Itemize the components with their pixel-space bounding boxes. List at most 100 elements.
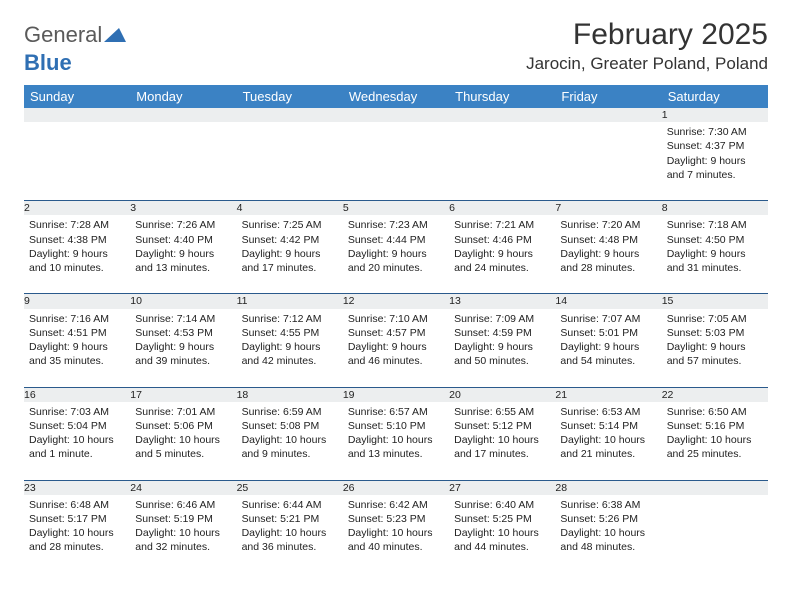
- sunset-line: Sunset: 4:38 PM: [29, 233, 125, 247]
- day-details-cell: Sunrise: 6:53 AMSunset: 5:14 PMDaylight:…: [555, 402, 661, 481]
- calendar-body: 1Sunrise: 7:30 AMSunset: 4:37 PMDaylight…: [24, 108, 768, 573]
- daylight-line: Daylight: 10 hours and 9 minutes.: [242, 433, 338, 461]
- brand-general: General: [24, 22, 102, 47]
- day-number-cell: [237, 108, 343, 122]
- daylight-line: Daylight: 10 hours and 40 minutes.: [348, 526, 444, 554]
- day-number-cell: 28: [555, 480, 661, 495]
- day-number-cell: 19: [343, 387, 449, 402]
- day-number-cell: 24: [130, 480, 236, 495]
- daynum-row: 232425262728: [24, 480, 768, 495]
- sunrise-line: Sunrise: 7:12 AM: [242, 312, 338, 326]
- day-details-cell: Sunrise: 6:59 AMSunset: 5:08 PMDaylight:…: [237, 402, 343, 481]
- sunrise-line: Sunrise: 7:18 AM: [667, 218, 763, 232]
- day-details-cell: Sunrise: 7:12 AMSunset: 4:55 PMDaylight:…: [237, 309, 343, 388]
- day-details-cell: Sunrise: 7:25 AMSunset: 4:42 PMDaylight:…: [237, 215, 343, 294]
- sunset-line: Sunset: 5:01 PM: [560, 326, 656, 340]
- sunrise-line: Sunrise: 7:05 AM: [667, 312, 763, 326]
- daylight-line: Daylight: 9 hours and 54 minutes.: [560, 340, 656, 368]
- sunset-line: Sunset: 5:06 PM: [135, 419, 231, 433]
- daylight-line: Daylight: 9 hours and 7 minutes.: [667, 154, 763, 182]
- title-block: February 2025 Jarocin, Greater Poland, P…: [526, 18, 768, 74]
- location: Jarocin, Greater Poland, Poland: [526, 54, 768, 74]
- calendar-page: General Blue February 2025 Jarocin, Great…: [0, 0, 792, 573]
- daynum-row: 2345678: [24, 201, 768, 216]
- day-details-cell: Sunrise: 6:46 AMSunset: 5:19 PMDaylight:…: [130, 495, 236, 573]
- day-number-cell: 20: [449, 387, 555, 402]
- daylight-line: Daylight: 9 hours and 31 minutes.: [667, 247, 763, 275]
- sunrise-line: Sunrise: 7:23 AM: [348, 218, 444, 232]
- day-number-cell: 10: [130, 294, 236, 309]
- sunset-line: Sunset: 5:17 PM: [29, 512, 125, 526]
- day-number-cell: 12: [343, 294, 449, 309]
- sunset-line: Sunset: 4:44 PM: [348, 233, 444, 247]
- daynum-row: 1: [24, 108, 768, 122]
- day-number-cell: 26: [343, 480, 449, 495]
- day-details-cell: Sunrise: 7:21 AMSunset: 4:46 PMDaylight:…: [449, 215, 555, 294]
- day-number-cell: [130, 108, 236, 122]
- daylight-line: Daylight: 9 hours and 50 minutes.: [454, 340, 550, 368]
- sunrise-line: Sunrise: 7:30 AM: [667, 125, 763, 139]
- daylight-line: Daylight: 9 hours and 39 minutes.: [135, 340, 231, 368]
- day-details-cell: Sunrise: 6:55 AMSunset: 5:12 PMDaylight:…: [449, 402, 555, 481]
- sunrise-line: Sunrise: 6:38 AM: [560, 498, 656, 512]
- day-details-cell: Sunrise: 7:16 AMSunset: 4:51 PMDaylight:…: [24, 309, 130, 388]
- sunset-line: Sunset: 5:10 PM: [348, 419, 444, 433]
- day-details-cell: Sunrise: 7:14 AMSunset: 4:53 PMDaylight:…: [130, 309, 236, 388]
- weekday-header: Tuesday: [237, 85, 343, 108]
- details-row: Sunrise: 6:48 AMSunset: 5:17 PMDaylight:…: [24, 495, 768, 573]
- sunset-line: Sunset: 5:19 PM: [135, 512, 231, 526]
- day-details-cell: [130, 122, 236, 201]
- sunrise-line: Sunrise: 6:57 AM: [348, 405, 444, 419]
- daylight-line: Daylight: 10 hours and 32 minutes.: [135, 526, 231, 554]
- month-title: February 2025: [526, 18, 768, 52]
- sunrise-line: Sunrise: 7:14 AM: [135, 312, 231, 326]
- sunrise-line: Sunrise: 6:55 AM: [454, 405, 550, 419]
- day-details-cell: Sunrise: 7:03 AMSunset: 5:04 PMDaylight:…: [24, 402, 130, 481]
- day-details-cell: Sunrise: 6:50 AMSunset: 5:16 PMDaylight:…: [662, 402, 768, 481]
- day-details-cell: Sunrise: 7:05 AMSunset: 5:03 PMDaylight:…: [662, 309, 768, 388]
- sunset-line: Sunset: 4:50 PM: [667, 233, 763, 247]
- day-details-cell: Sunrise: 6:44 AMSunset: 5:21 PMDaylight:…: [237, 495, 343, 573]
- day-number-cell: 25: [237, 480, 343, 495]
- brand-logo: General Blue: [24, 18, 126, 75]
- day-number-cell: 5: [343, 201, 449, 216]
- day-number-cell: 22: [662, 387, 768, 402]
- day-number-cell: 23: [24, 480, 130, 495]
- sunset-line: Sunset: 4:42 PM: [242, 233, 338, 247]
- sunrise-line: Sunrise: 6:53 AM: [560, 405, 656, 419]
- details-row: Sunrise: 7:28 AMSunset: 4:38 PMDaylight:…: [24, 215, 768, 294]
- day-details-cell: Sunrise: 6:48 AMSunset: 5:17 PMDaylight:…: [24, 495, 130, 573]
- sunrise-line: Sunrise: 7:07 AM: [560, 312, 656, 326]
- sunset-line: Sunset: 4:37 PM: [667, 139, 763, 153]
- day-number-cell: 16: [24, 387, 130, 402]
- day-number-cell: 3: [130, 201, 236, 216]
- sunrise-line: Sunrise: 7:20 AM: [560, 218, 656, 232]
- day-number-cell: 17: [130, 387, 236, 402]
- sunset-line: Sunset: 5:12 PM: [454, 419, 550, 433]
- weekday-header: Sunday: [24, 85, 130, 108]
- daylight-line: Daylight: 10 hours and 21 minutes.: [560, 433, 656, 461]
- day-details-cell: [343, 122, 449, 201]
- day-details-cell: Sunrise: 7:26 AMSunset: 4:40 PMDaylight:…: [130, 215, 236, 294]
- day-number-cell: 6: [449, 201, 555, 216]
- weekday-header: Wednesday: [343, 85, 449, 108]
- sunrise-line: Sunrise: 7:16 AM: [29, 312, 125, 326]
- daylight-line: Daylight: 10 hours and 48 minutes.: [560, 526, 656, 554]
- day-details-cell: Sunrise: 7:30 AMSunset: 4:37 PMDaylight:…: [662, 122, 768, 201]
- header: General Blue February 2025 Jarocin, Great…: [24, 18, 768, 75]
- daylight-line: Daylight: 9 hours and 24 minutes.: [454, 247, 550, 275]
- daynum-row: 9101112131415: [24, 294, 768, 309]
- sunrise-line: Sunrise: 6:50 AM: [667, 405, 763, 419]
- day-number-cell: 2: [24, 201, 130, 216]
- day-details-cell: [237, 122, 343, 201]
- sunset-line: Sunset: 5:04 PM: [29, 419, 125, 433]
- daylight-line: Daylight: 9 hours and 17 minutes.: [242, 247, 338, 275]
- sunrise-line: Sunrise: 7:01 AM: [135, 405, 231, 419]
- brand-blue: Blue: [24, 50, 72, 75]
- daylight-line: Daylight: 10 hours and 28 minutes.: [29, 526, 125, 554]
- day-details-cell: Sunrise: 7:01 AMSunset: 5:06 PMDaylight:…: [130, 402, 236, 481]
- details-row: Sunrise: 7:30 AMSunset: 4:37 PMDaylight:…: [24, 122, 768, 201]
- sunrise-line: Sunrise: 7:25 AM: [242, 218, 338, 232]
- sunset-line: Sunset: 5:08 PM: [242, 419, 338, 433]
- day-number-cell: 1: [662, 108, 768, 122]
